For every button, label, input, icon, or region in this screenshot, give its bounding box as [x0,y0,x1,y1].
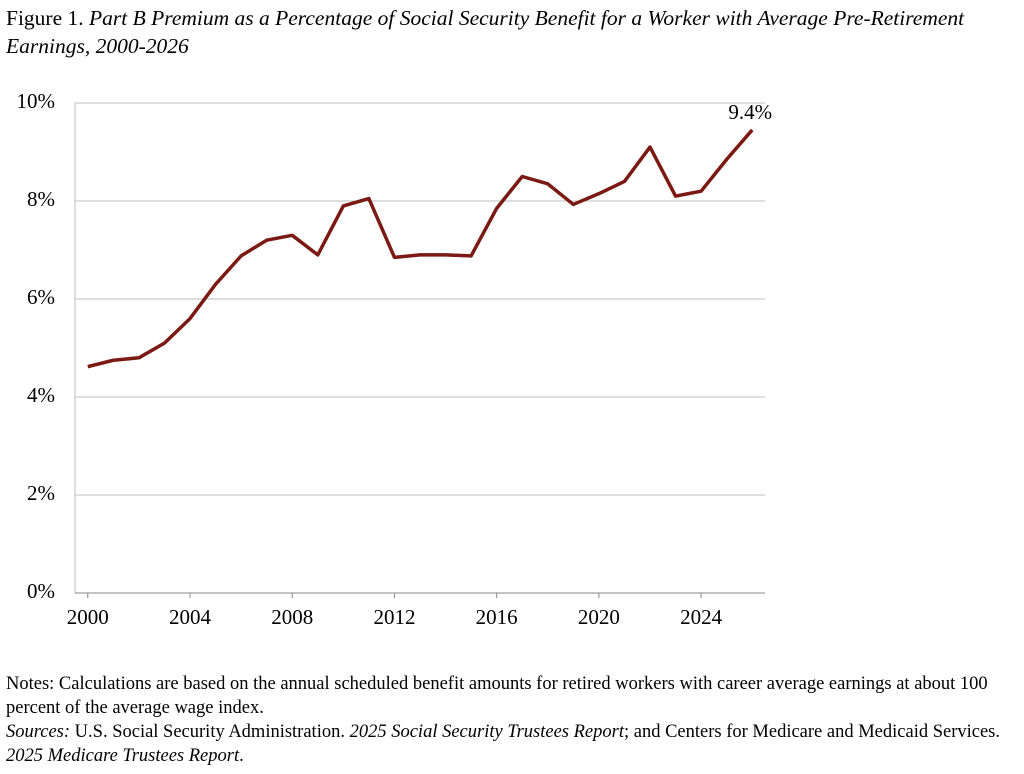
notes-block: Notes: Calculations are based on the ann… [6,672,1018,768]
series-line [87,128,754,369]
source-text: . [239,746,244,766]
sources-label: Sources: [6,722,71,742]
source-title: 2025 Social Security Trustees Report [349,722,624,742]
y-tick-label: 6% [27,285,55,309]
y-tick-label: 8% [27,187,55,211]
y-tick-label: 0% [27,579,55,603]
y-tick-label: 2% [27,481,55,505]
x-tick-label: 2000 [67,605,109,629]
x-tick-label: 2024 [680,605,723,629]
y-tick-label: 4% [27,383,55,407]
y-tick-label: 10% [17,89,56,113]
chart: 0% 2% 4% 6% 8% 10% 2000 2004 2008 2012 2016 2020 202… [17,89,773,629]
chart-title: Figure 1. Part B Premium as a Percentage… [6,4,1021,60]
notes: Notes: Calculations are based on the ann… [6,674,988,718]
title-prefix: Figure 1. [6,6,84,30]
title-text: Part B Premium as a Percentage of Social… [6,6,965,58]
source-text: ; and Centers for Medicare and Medicaid … [623,722,1001,742]
value-label: 9.4% [728,100,772,124]
x-tick-label: 2004 [169,605,212,629]
x-tick-label: 2016 [476,605,518,629]
source-text: U.S. Social Security Administration. [74,722,345,742]
sources: Sources: U.S. Social Security Administra… [6,720,1018,768]
x-tick-label: 2008 [271,605,313,629]
x-tick-label: 2012 [373,605,415,629]
source-title: 2025 Medicare Trustees Report [6,746,240,766]
x-tick-label: 2020 [578,605,620,629]
